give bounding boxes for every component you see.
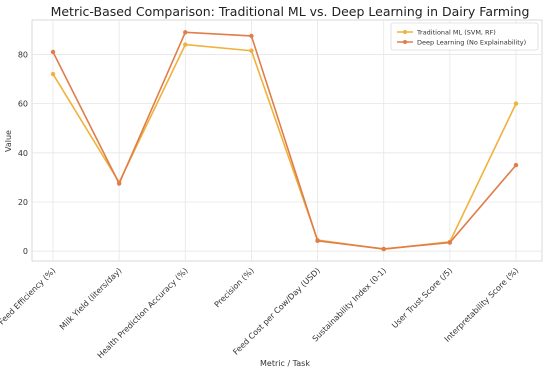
legend-marker-1: [403, 30, 407, 34]
x-tick-label: Milk Yield (liters/day): [58, 266, 124, 332]
data-point-series-2: [381, 246, 386, 252]
y-tick-label: 40: [18, 149, 28, 158]
data-point-series-1: [50, 71, 56, 77]
y-tick-label: 80: [18, 50, 28, 59]
x-tick-label: Feed Efficiency (%): [0, 266, 57, 327]
series-line-2: [52, 31, 517, 250]
chart-title: Metric-Based Comparison: Traditional ML …: [51, 4, 530, 19]
x-tick-label: User Trust Score (/5): [390, 266, 454, 330]
y-axis-label: Value: [4, 130, 13, 152]
data-point-series-2: [183, 30, 188, 35]
legend: Traditional ML (SVM, RF) Deep Learning (N…: [390, 22, 539, 51]
gridlines: [32, 20, 542, 261]
plot-area: [31, 19, 543, 262]
x-tick-label: Interpretability Score (%): [443, 266, 521, 344]
x-axis-ticks: Feed Efficiency (%) Milk Yield (liters/da…: [0, 266, 520, 360]
series-layer: [50, 30, 519, 252]
y-tick-label: 60: [18, 100, 28, 109]
x-tick-label: Sustainability Index (0-1): [311, 266, 388, 343]
x-tick-label: Precision (%): [213, 266, 256, 309]
legend-marker-2: [403, 40, 407, 44]
legend-label-2: Deep Learning (No Explainability): [417, 38, 526, 46]
data-point-series-1: [183, 42, 188, 47]
legend-label-1: Traditional ML (SVM, RF): [416, 28, 496, 36]
data-point-series-2: [50, 49, 56, 55]
x-axis-label: Metric / Task: [260, 359, 310, 368]
y-axis-ticks: 0 20 40 60 80: [18, 50, 28, 256]
legend-box: [390, 22, 539, 51]
data-point-series-2: [513, 162, 519, 168]
data-point-series-2: [315, 238, 320, 244]
data-point-series-2: [116, 181, 122, 186]
data-point-series-1: [249, 48, 254, 53]
y-tick-label: 20: [18, 198, 28, 207]
data-point-series-2: [447, 240, 453, 245]
y-tick-label: 0: [23, 247, 28, 256]
data-point-series-1: [513, 101, 519, 106]
data-point-series-2: [249, 33, 254, 39]
